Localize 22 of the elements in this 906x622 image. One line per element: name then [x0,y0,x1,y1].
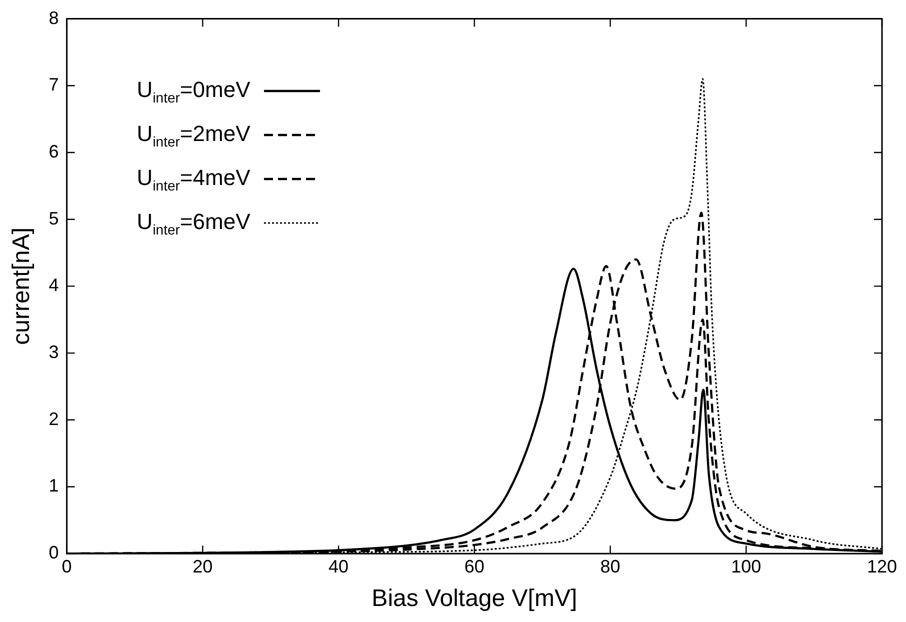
legend-label: U$_{inter}$=0meV [136,76,250,105]
y-axis-title: current[nA] [8,228,36,345]
y-tick-label: 5 [48,208,59,228]
legend-label: U$_{inter}$=4meV [136,164,250,193]
x-tick-label: 60 [464,556,484,576]
y-tick-label: 4 [48,275,59,296]
x-tick-label: 20 [192,556,213,576]
x-axis-title: Bias Voltage V[mV] [372,585,578,612]
x-tick-label: 80 [600,556,620,576]
y-tick-label: 3 [48,342,59,362]
x-tick-label: 120 [866,556,898,576]
legend-label: U$_{inter}$=2meV [136,120,250,149]
y-tick-label: 0 [48,542,59,563]
y-tick-label: 2 [48,408,59,429]
y-tick-label: 8 [48,8,59,28]
y-tick-label: 7 [48,74,59,95]
y-tick-label: 1 [48,476,59,496]
x-tick-label: 100 [731,556,762,576]
y-tick-label: 6 [48,141,59,162]
legend-label: U$_{inter}$=6meV [136,208,250,237]
x-tick-label: 0 [62,556,72,576]
x-tick-label: 40 [328,556,349,576]
